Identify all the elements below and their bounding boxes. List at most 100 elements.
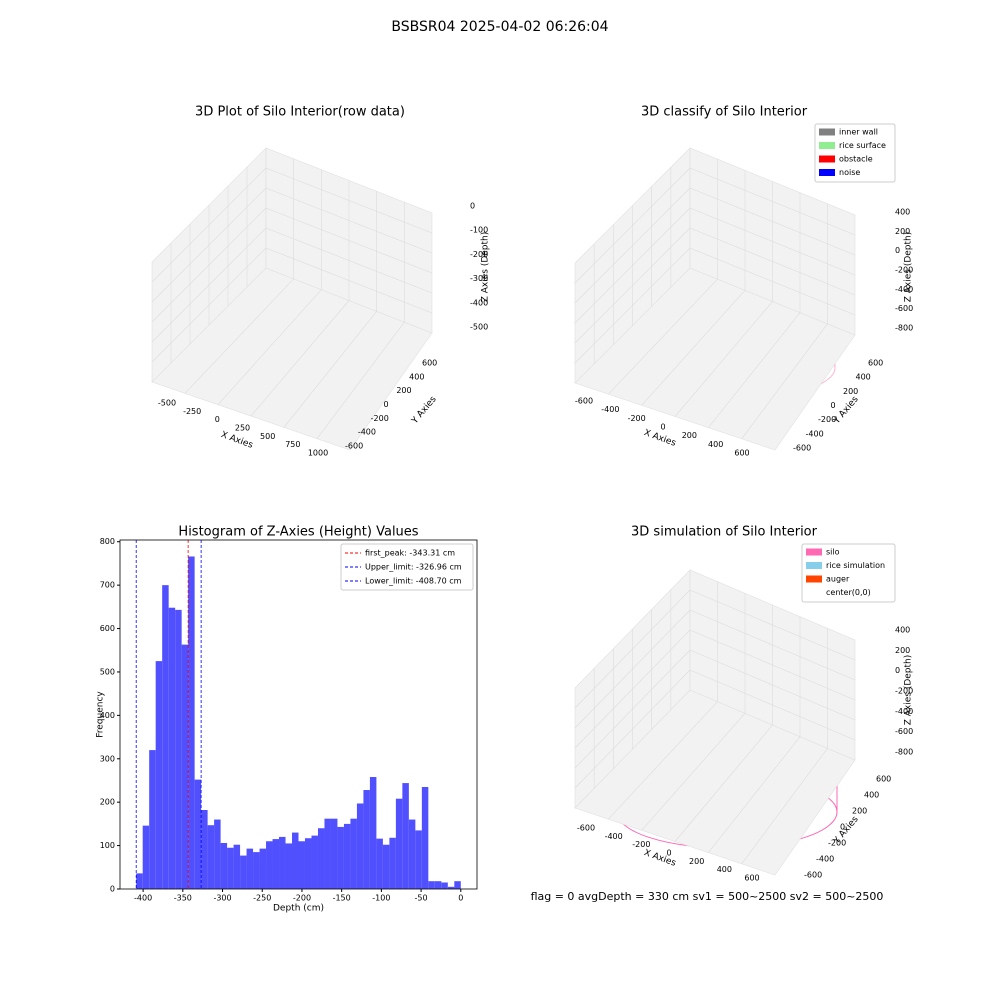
x-tick-label: -400	[134, 894, 152, 903]
pane-grid	[283, 311, 377, 428]
x-tick-label: -600	[575, 397, 593, 406]
y-tick-label: 400	[100, 711, 115, 720]
x-tick-label: 750	[285, 440, 300, 449]
legend-swatch	[806, 548, 822, 556]
subplot-title: 3D Plot of Silo Interior(row data)	[195, 105, 405, 120]
x-tick-label: -350	[174, 894, 192, 903]
z-tick-label: -100	[470, 226, 488, 235]
x-tick-label: 250	[235, 424, 250, 433]
y-tick-label: 400	[856, 373, 871, 382]
histogram-bar	[240, 855, 247, 889]
y-tick-label: 800	[100, 537, 115, 546]
x-axis-label: Depth (cm)	[273, 904, 324, 914]
legend-label: rice surface	[839, 141, 886, 150]
z-tick-label: 400	[895, 208, 910, 217]
pane-grid	[674, 724, 773, 842]
histogram-bar	[227, 847, 234, 889]
x-tick-label: 400	[717, 865, 732, 874]
z-tick-label: -800	[895, 748, 913, 757]
histogram-bar	[201, 809, 208, 889]
z-tick-label: 0	[895, 666, 900, 675]
y-tick-label: 0	[831, 401, 836, 410]
x-tick-label: 0	[215, 415, 220, 424]
histogram-bar	[259, 848, 267, 889]
histogram-bar	[421, 786, 429, 889]
histogram-bar	[272, 839, 280, 889]
legend-label: silo	[826, 548, 840, 557]
y-tick-label: -400	[358, 428, 376, 437]
pane-grid	[641, 290, 746, 406]
y-axis-label: Frequency	[96, 691, 106, 738]
z-tick-label: -400	[895, 707, 913, 716]
histogram-bar	[356, 803, 364, 889]
pane-grid	[574, 167, 691, 284]
legend-swatch	[819, 142, 835, 149]
histogram-bar	[434, 881, 442, 889]
x-tick-label: -400	[601, 405, 619, 414]
histogram-bar	[162, 585, 169, 889]
y-tick-label: 500	[100, 667, 115, 676]
legend-label: first_peak: -343.31 cm	[365, 549, 455, 558]
histogram-bar	[330, 818, 338, 889]
histogram-bar	[194, 779, 202, 889]
x-tick-label: -500	[158, 399, 176, 408]
x-tick-label: -200	[293, 894, 311, 903]
y-tick-label: 200	[100, 798, 115, 807]
z-tick-label: -400	[895, 285, 913, 294]
y-tick-label: -600	[804, 871, 822, 880]
histogram-bar	[142, 825, 150, 889]
legend-swatch	[819, 128, 835, 136]
histogram-bar	[454, 881, 461, 889]
x-tick-label: 600	[744, 874, 759, 883]
y-tick-label: -600	[793, 444, 811, 453]
pane-grid	[184, 278, 294, 394]
legend-label: center(0,0)	[826, 588, 871, 597]
pane-grid	[574, 589, 691, 709]
z-tick-label: 200	[895, 227, 910, 236]
histogram-bar	[337, 826, 344, 889]
histogram-bar	[220, 842, 228, 889]
pane-grid	[674, 301, 773, 417]
histogram-bar	[181, 644, 189, 889]
x-tick-label: 400	[708, 440, 723, 449]
y-tick-label: 200	[843, 387, 858, 396]
x-tick-label: -50	[415, 894, 428, 903]
x-tick-label: 0	[458, 894, 463, 903]
histogram-bar	[175, 609, 182, 889]
legend-box	[801, 543, 896, 603]
legend-label: Lower_limit: -408.70 cm	[365, 577, 462, 586]
histogram-bar	[136, 873, 143, 889]
y-tick-label: 200	[852, 807, 867, 816]
x-tick-label: -100	[372, 894, 390, 903]
z-tick-label: -600	[895, 727, 913, 736]
legend-label: inner wall	[839, 128, 878, 137]
legend-swatch	[819, 169, 835, 176]
pane-grid	[217, 289, 322, 405]
x-tick-label: -300	[213, 894, 231, 903]
y-tick-label: 200	[396, 386, 411, 395]
y-tick-label: -600	[345, 442, 363, 451]
histogram-bar	[253, 852, 260, 889]
legend-swatch	[806, 562, 822, 569]
legend-label: obstacle	[839, 155, 873, 164]
y-tick-label: 0	[384, 400, 389, 409]
histogram-bar	[408, 819, 416, 889]
histogram-bar	[214, 819, 221, 889]
pane-grid	[689, 167, 856, 236]
pane-grid	[641, 713, 746, 831]
z-axis-label: Z Axies (Depth)	[904, 232, 914, 303]
histogram-bar	[207, 825, 215, 889]
pane-grid	[608, 278, 718, 395]
histogram-bar	[343, 823, 351, 889]
pane-grid	[689, 589, 856, 661]
z-tick-label: 200	[895, 646, 910, 655]
histogram-bar	[376, 838, 383, 889]
z-tick-label: 0	[470, 202, 475, 211]
y-tick-label: -400	[816, 855, 834, 864]
x-tick-label: -150	[333, 894, 351, 903]
y-tick-label: 600	[876, 775, 891, 784]
y-tick-label: 300	[100, 754, 115, 763]
z-tick-label: 0	[895, 246, 900, 255]
y-tick-label: -200	[828, 839, 846, 848]
